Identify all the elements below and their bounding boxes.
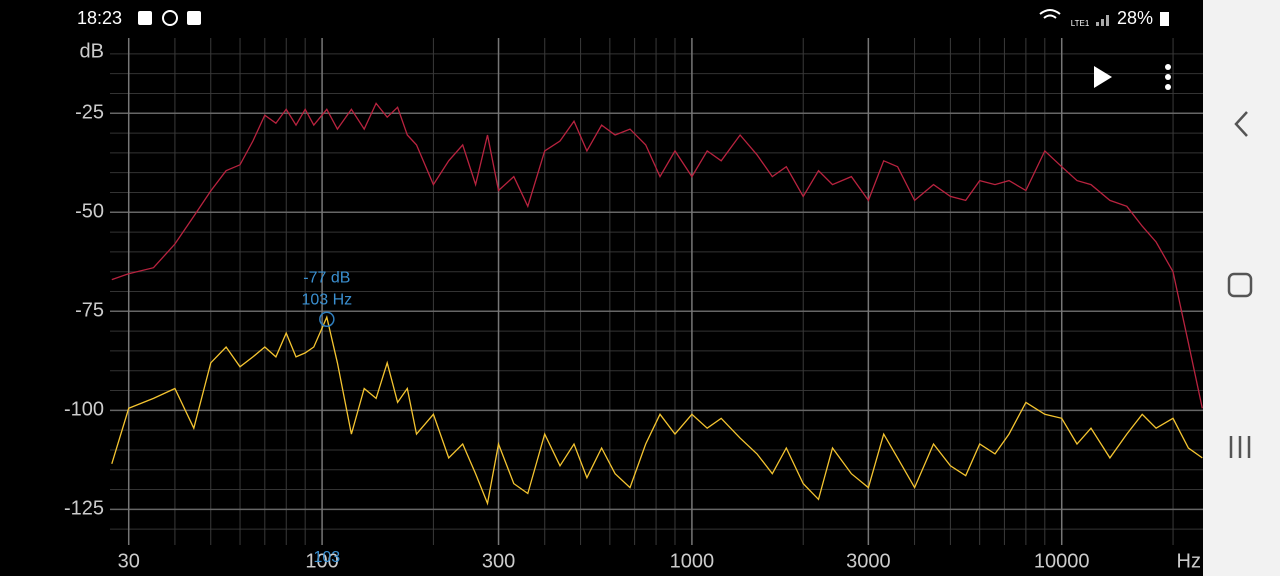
play-button[interactable] bbox=[1094, 66, 1112, 88]
wifi-icon bbox=[1039, 9, 1061, 19]
x-tick-label: 30 bbox=[118, 550, 140, 572]
battery-icon bbox=[1160, 12, 1169, 26]
y-tick-label: -25 bbox=[75, 102, 104, 124]
app-background bbox=[0, 0, 1203, 576]
cursor-axis-label: 103 bbox=[313, 549, 340, 566]
grid: -25 -50 -75 -100 -125 30 100 300 1000 3000 10000 dB… bbox=[64, 38, 1203, 572]
y-tick-label: -50 bbox=[75, 201, 104, 223]
network-label: LTE1 bbox=[1071, 19, 1090, 28]
y-tick-label: -125 bbox=[64, 498, 104, 520]
status-icon bbox=[187, 11, 201, 25]
x-tick-label: 300 bbox=[482, 550, 515, 572]
x-tick-label: 10000 bbox=[1034, 550, 1090, 572]
y-tick-label: -75 bbox=[75, 300, 104, 322]
x-tick-label: 1000 bbox=[670, 550, 715, 572]
spectrum-line bbox=[111, 102, 1203, 409]
status-icon bbox=[162, 10, 178, 26]
signal-icon bbox=[1096, 15, 1109, 26]
navigation-bar bbox=[1203, 0, 1280, 576]
status-time: 18:23 bbox=[77, 8, 122, 28]
back-button[interactable] bbox=[1234, 111, 1248, 137]
status-icon bbox=[138, 11, 152, 25]
battery-level: 28% bbox=[1117, 8, 1153, 28]
spectrum-line bbox=[111, 315, 1203, 506]
recents-button[interactable] bbox=[1229, 436, 1251, 458]
menu-button[interactable] bbox=[1165, 64, 1171, 90]
y-tick-label: -100 bbox=[64, 399, 104, 421]
x-tick-label: 100 bbox=[305, 550, 338, 572]
x-tick-label: 3000 bbox=[846, 550, 891, 572]
home-button[interactable] bbox=[1227, 272, 1253, 298]
cursor-marker bbox=[319, 311, 335, 327]
cursor-db-label: -77 dB bbox=[303, 269, 350, 286]
x-unit-label: Hz bbox=[1177, 550, 1201, 572]
y-unit-label: dB bbox=[80, 40, 104, 62]
cursor-hz-label: 103 Hz bbox=[301, 291, 352, 308]
plot: -77 dB 103 Hz 103 bbox=[111, 102, 1203, 566]
